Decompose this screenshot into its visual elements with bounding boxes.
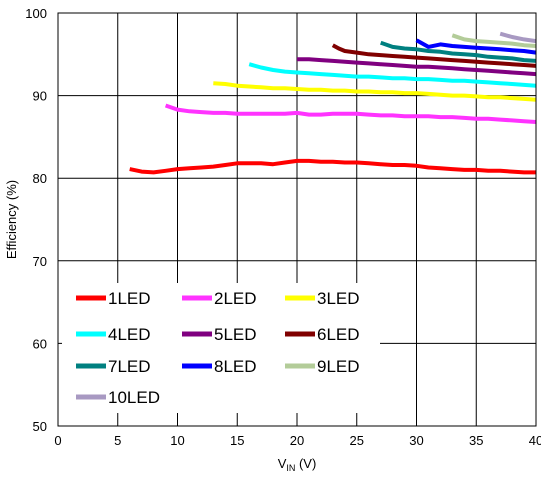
- y-tick-label: 80: [33, 171, 47, 186]
- series-line-7led: [380, 40, 537, 63]
- y-tick-label: 100: [25, 6, 47, 21]
- x-axis-title-unit: (V): [295, 456, 316, 471]
- legend-label-9led: 9LED: [317, 357, 360, 376]
- legend-label-5led: 5LED: [214, 325, 257, 344]
- plot-border: [57, 12, 537, 427]
- x-tick-label: 35: [469, 433, 483, 448]
- legend-label-6led: 6LED: [317, 325, 360, 344]
- legend-label-10led: 10LED: [108, 388, 160, 407]
- x-tick-label: 0: [54, 433, 61, 448]
- x-axis-title-subscript: IN: [286, 463, 295, 473]
- series-line-9led: [451, 33, 537, 48]
- series-line-1led: [129, 158, 536, 175]
- series-line-3led: [213, 81, 537, 102]
- x-tick-label: 10: [170, 433, 184, 448]
- x-tick-label: 20: [290, 433, 304, 448]
- legend-label-1led: 1LED: [108, 289, 151, 308]
- series-line-6led: [331, 43, 537, 68]
- x-tick-label: 25: [350, 433, 364, 448]
- y-tick-label: 60: [33, 336, 47, 351]
- y-tick-label: 50: [33, 419, 47, 434]
- legend-label-3led: 3LED: [317, 289, 360, 308]
- series-line-2led: [164, 103, 537, 124]
- legend-label-7led: 7LED: [108, 357, 151, 376]
- x-tick-label: 30: [409, 433, 423, 448]
- plot-series: [129, 31, 537, 175]
- series-line-5led: [297, 57, 537, 77]
- series-line-10led: [499, 31, 537, 44]
- x-axis-title: VIN (V): [278, 456, 317, 473]
- legend-label-8led: 8LED: [214, 357, 257, 376]
- y-tick-label: 90: [33, 89, 47, 104]
- legend-label-2led: 2LED: [214, 289, 257, 308]
- x-tick-label: 40: [529, 433, 541, 448]
- y-axis-title: Efficiency (%): [4, 180, 19, 259]
- series-line-8led: [415, 38, 537, 55]
- legend-label-4led: 4LED: [108, 325, 151, 344]
- x-axis-title-main: V: [278, 456, 287, 471]
- legend-background: [62, 283, 380, 413]
- legend: 1LED 2LED 3LED 4LED 5LED 6LED 7LED 8LED 9LED 10LE…: [62, 283, 380, 413]
- x-tick-label: 5: [114, 433, 121, 448]
- y-tick-label: 70: [33, 254, 47, 269]
- tick-labels: 0 5 10 15 20 25 30 35 40 50 60 70 80 90 100: [25, 6, 541, 448]
- x-tick-label: 15: [230, 433, 244, 448]
- series-line-4led: [248, 62, 537, 88]
